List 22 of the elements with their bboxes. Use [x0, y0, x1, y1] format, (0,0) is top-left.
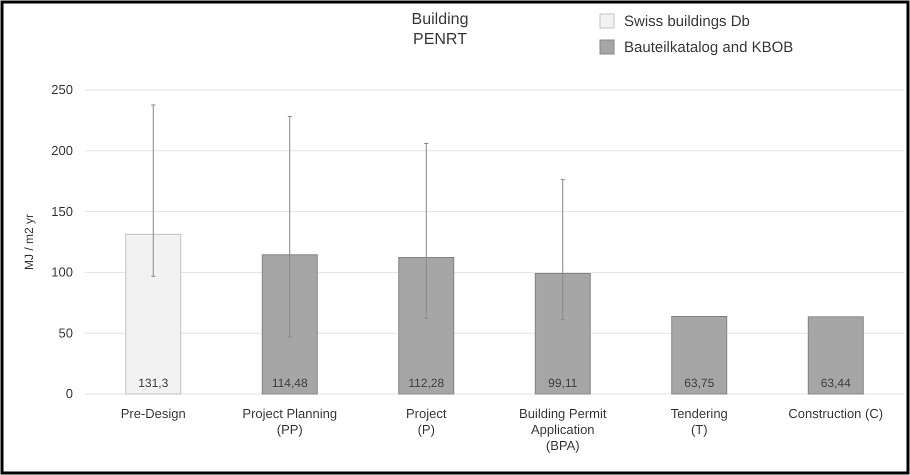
- x-tick-label: Building Permit Application (BPA): [519, 406, 607, 453]
- y-tick-label: 100: [51, 264, 73, 280]
- data-label: 63,44: [820, 376, 852, 390]
- data-label: 114,48: [272, 376, 308, 390]
- y-tick-label: 150: [51, 204, 73, 219]
- data-label: 63,75: [684, 376, 715, 390]
- x-tick-label: Project (P): [406, 406, 447, 437]
- y-tick-label: 250: [51, 82, 73, 98]
- x-tick-label: Construction (C): [788, 406, 884, 421]
- y-tick-label: 50: [58, 325, 73, 340]
- x-tick-label: Tendering (T): [670, 406, 728, 437]
- data-label: 131,3: [138, 376, 169, 390]
- data-label: 99,11: [548, 376, 578, 390]
- y-axis-title: MJ / m2 yr: [22, 214, 36, 270]
- legend-label: Swiss buildings Db: [624, 13, 750, 30]
- data-label: 112,28: [408, 376, 444, 390]
- legend-label: Bauteilkatalog and KBOB: [624, 39, 794, 56]
- chart-title: Building PENRT: [412, 11, 468, 48]
- y-tick-label: 0: [66, 386, 73, 402]
- y-tick-label: 200: [51, 142, 73, 158]
- x-tick-label: Project Planning (PP): [242, 406, 338, 437]
- x-tick-label: Pre-Design: [120, 406, 186, 421]
